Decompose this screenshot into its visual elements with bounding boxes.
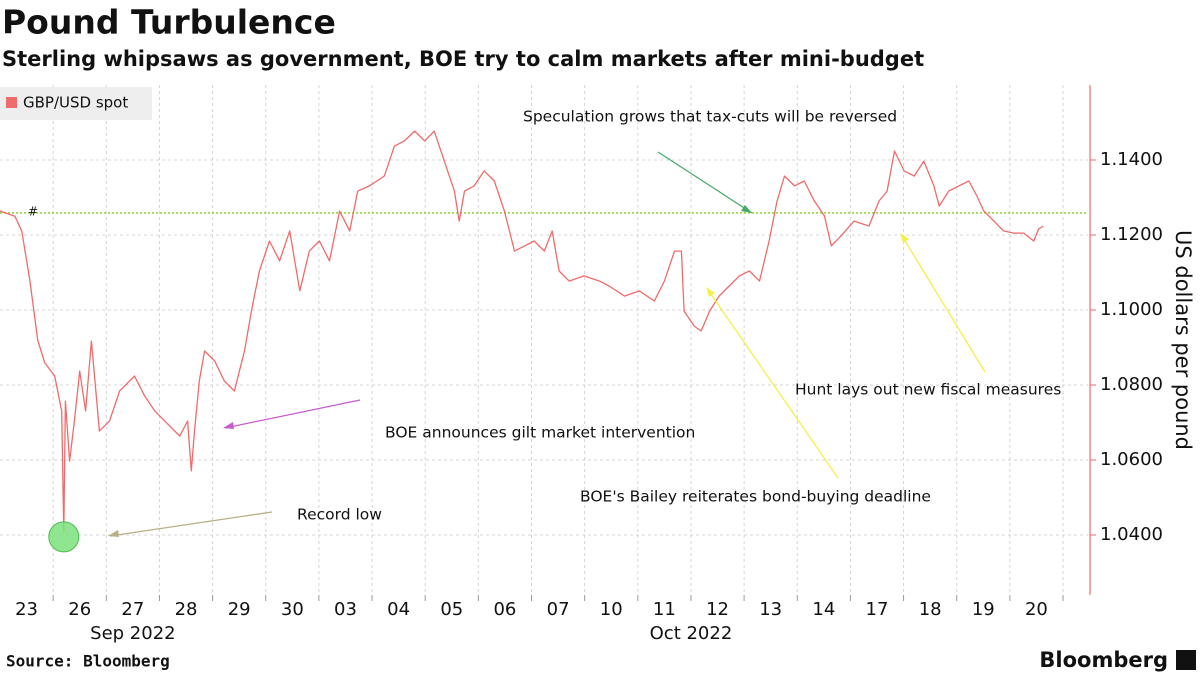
brand-icon (1176, 650, 1196, 670)
x-group-label: Oct 2022 (650, 623, 733, 644)
x-tick-label: 13 (759, 599, 782, 620)
arrow (109, 511, 273, 537)
annotation: Speculation grows that tax-cuts will be … (523, 108, 897, 126)
x-tick-label: 29 (228, 599, 251, 620)
y-tick-label: 1.1200 (1100, 224, 1163, 245)
x-tick-label: 27 (121, 599, 144, 620)
x-tick-label: 12 (706, 599, 729, 620)
x-tick-label: 04 (387, 599, 410, 620)
legend-box (0, 87, 152, 120)
legend-label: GBP/USD spot (23, 94, 128, 112)
arrowhead (900, 233, 909, 243)
x-tick-label: 30 (281, 599, 304, 620)
y-tick-label: 1.0800 (1100, 374, 1163, 395)
arrow (707, 289, 839, 479)
reference-label: # (28, 204, 38, 218)
source: Source: Bloomberg (6, 652, 170, 671)
annotation-arrows (108, 151, 986, 537)
x-tick-label: 20 (1025, 599, 1048, 620)
x-tick-label: 23 (15, 599, 38, 620)
arrowhead (741, 205, 752, 213)
arrowhead (223, 422, 234, 429)
x-group-label: Sep 2022 (90, 623, 175, 644)
arrow (657, 151, 753, 214)
x-tick-label: 18 (919, 599, 942, 620)
brand: Bloomberg (1039, 648, 1168, 672)
arrowhead (108, 530, 119, 537)
x-tick-label: 03 (334, 599, 357, 620)
y-tick-label: 1.1400 (1100, 149, 1163, 170)
line-series (0, 130, 1044, 532)
legend-swatch (6, 97, 17, 108)
annotation: Record low (297, 506, 382, 524)
x-tick-label: 07 (547, 599, 570, 620)
x-tick-label: 06 (493, 599, 516, 620)
record-low-marker (48, 521, 80, 553)
y-tick-label: 1.0400 (1100, 524, 1163, 545)
y-tick-label: 1.1000 (1100, 299, 1163, 320)
annotation: BOE announces gilt market intervention (385, 424, 695, 442)
x-tick-label: 14 (812, 599, 835, 620)
x-tick-label: 26 (68, 599, 91, 620)
y-tick-label: 1.0600 (1100, 449, 1163, 470)
chart-subtitle: Sterling whipsaws as government, BOE try… (2, 47, 924, 71)
annotation: Hunt lays out new fiscal measures (795, 381, 1061, 399)
x-tick-label: 05 (440, 599, 463, 620)
arrowhead (706, 287, 715, 297)
chart-title: Pound Turbulence (2, 3, 336, 42)
x-tick-label: 11 (653, 599, 676, 620)
y-axis-label: US dollars per pound (1171, 230, 1195, 450)
x-tick-label: 19 (972, 599, 995, 620)
arrow (901, 235, 986, 373)
annotation: BOE's Bailey reiterates bond-buying dead… (580, 488, 931, 506)
x-tick-label: 28 (175, 599, 198, 620)
x-tick-label: 17 (866, 599, 889, 620)
arrow (224, 399, 361, 429)
x-tick-label: 10 (600, 599, 623, 620)
